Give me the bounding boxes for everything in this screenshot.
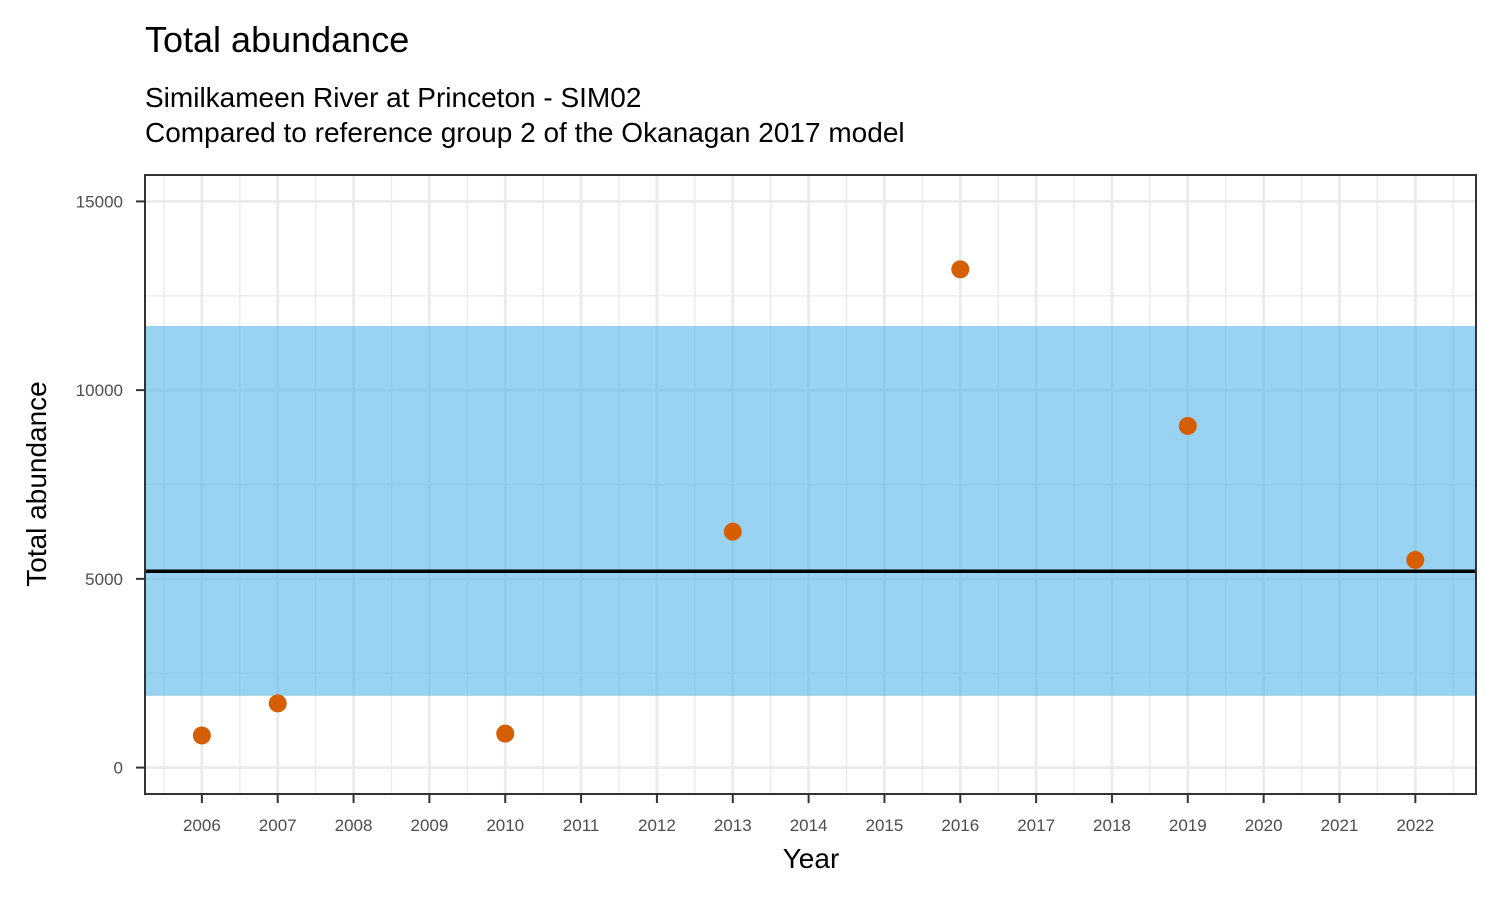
- y-tick-label: 10000: [76, 381, 123, 400]
- reference-band: [145, 325, 1476, 696]
- x-tick-label: 2012: [638, 816, 676, 835]
- x-tick-label: 2022: [1396, 816, 1434, 835]
- x-tick-label: 2019: [1169, 816, 1207, 835]
- x-tick-label: 2020: [1245, 816, 1283, 835]
- data-point-2016: [951, 260, 970, 279]
- x-tick-label: 2017: [1017, 816, 1055, 835]
- data-point-2022: [1406, 550, 1425, 569]
- plot-frame: [144, 174, 1477, 795]
- x-tick-label: 2006: [183, 816, 221, 835]
- x-axis: 2006 2007 2008 2009 2010 2011 2012 2013 2014 2015…: [183, 794, 1434, 835]
- x-tick-label: 2016: [941, 816, 979, 835]
- y-tick-label: 5000: [85, 570, 123, 589]
- data-points: [192, 260, 1425, 745]
- x-tick-label: 2009: [410, 816, 448, 835]
- y-axis-label: Total abundance: [21, 381, 52, 587]
- data-point-2010: [496, 724, 515, 743]
- plot-border: [144, 174, 1477, 795]
- chart-subtitle-line-2: Compared to reference group 2 of the Oka…: [145, 117, 905, 148]
- x-tick-label: 2014: [790, 816, 828, 835]
- x-tick-label: 2013: [714, 816, 752, 835]
- x-tick-label: 2010: [486, 816, 524, 835]
- x-tick-label: 2007: [259, 816, 297, 835]
- x-tick-label: 2008: [335, 816, 373, 835]
- data-point-2006: [192, 726, 211, 745]
- y-tick-label: 0: [114, 759, 123, 778]
- chart-title: Total abundance: [145, 19, 409, 60]
- x-tick-label: 2011: [563, 816, 600, 835]
- x-tick-label: 2018: [1093, 816, 1131, 835]
- x-tick-label: 2021: [1321, 816, 1359, 835]
- data-point-2013: [723, 522, 742, 541]
- data-point-2007: [268, 694, 287, 713]
- data-point-2019: [1178, 416, 1197, 435]
- y-axis: 0 5000 10000 15000: [76, 192, 145, 778]
- reference-band-layer: [145, 325, 1476, 696]
- chart-subtitle-line-1: Similkameen River at Princeton - SIM02: [145, 82, 641, 113]
- x-tick-label: 2015: [866, 816, 904, 835]
- y-tick-label: 15000: [76, 192, 123, 211]
- x-axis-label: Year: [783, 843, 840, 874]
